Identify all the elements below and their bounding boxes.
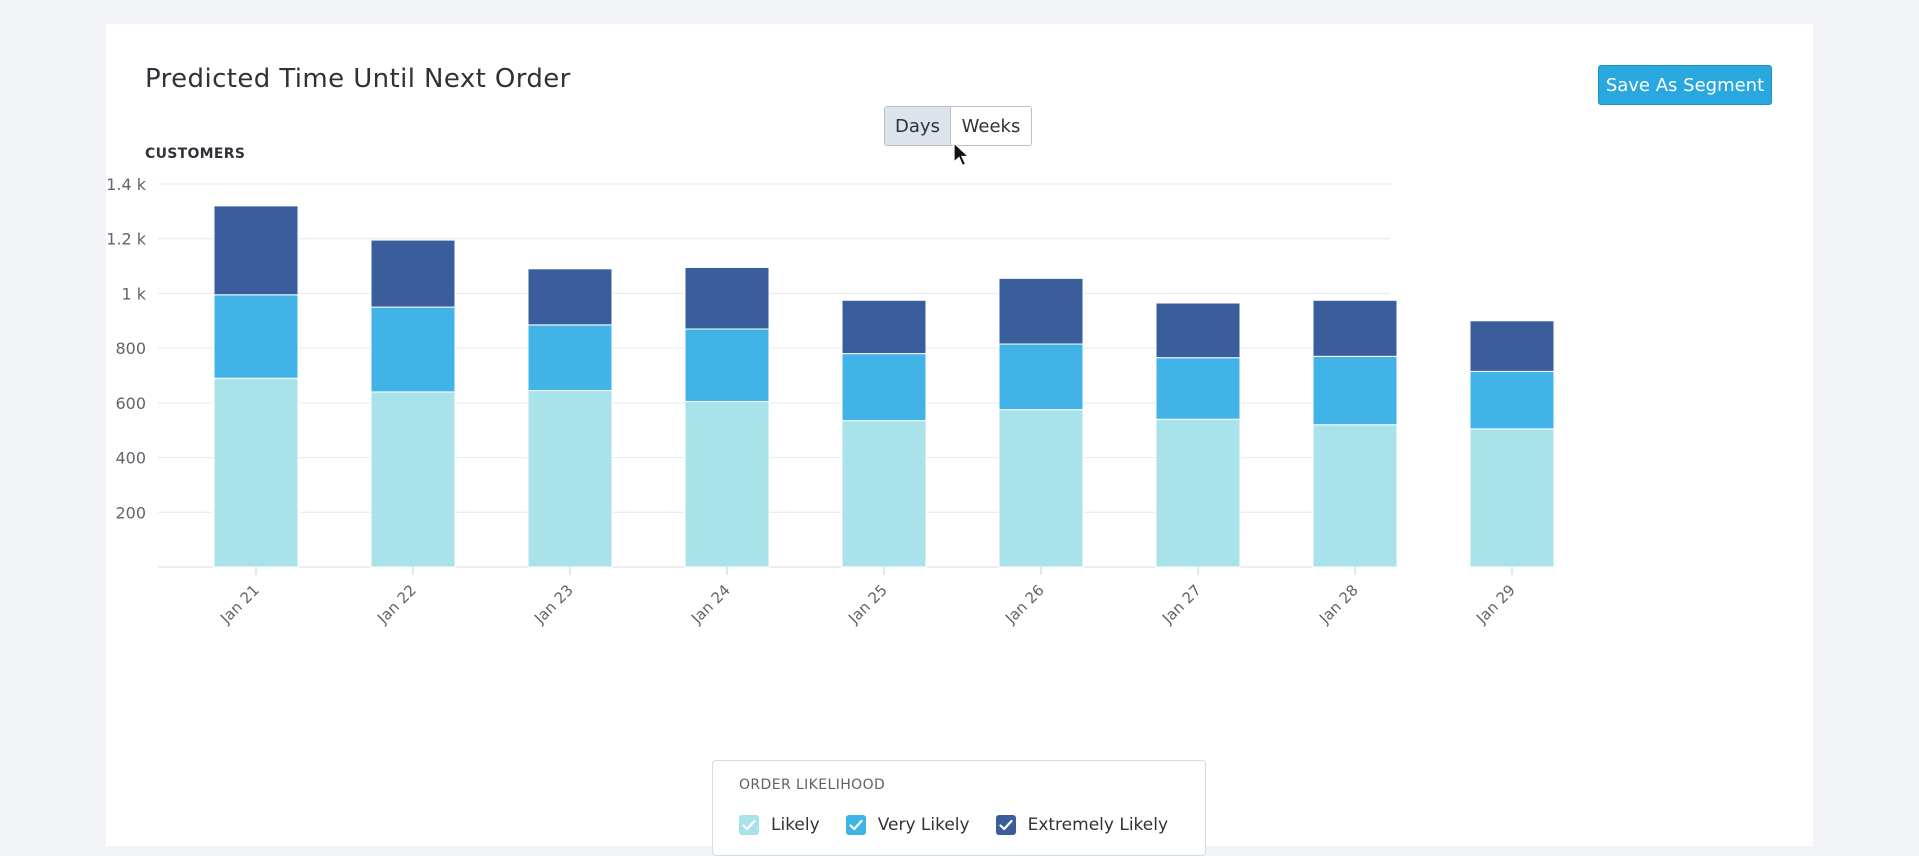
bar-segment bbox=[1312, 299, 1398, 357]
checkbox-checked-icon[interactable] bbox=[739, 815, 759, 835]
x-tick-label: Jan 27 bbox=[1158, 581, 1205, 628]
y-tick-label: 1.4 k bbox=[106, 175, 147, 194]
x-tick-label: Jan 28 bbox=[1315, 581, 1362, 628]
y-axis-label: CUSTOMERS bbox=[145, 146, 246, 162]
legend-label-extremely-likely: Extremely Likely bbox=[1027, 815, 1169, 835]
mouse-cursor-icon bbox=[953, 142, 971, 167]
days-toggle-button[interactable]: Days bbox=[885, 107, 951, 145]
bar-segment bbox=[213, 294, 299, 379]
bar-segment bbox=[1469, 370, 1555, 430]
y-tick-label: 200 bbox=[115, 503, 146, 522]
y-tick-label: 800 bbox=[115, 339, 146, 358]
legend-label-very-likely: Very Likely bbox=[877, 815, 970, 835]
legend-items: Likely Very Likely Extremely Likely bbox=[739, 815, 1168, 835]
x-tick-label: Jan 25 bbox=[844, 581, 891, 628]
bar-segment bbox=[684, 266, 770, 330]
bar-segment bbox=[213, 205, 299, 296]
legend-item-extremely-likely[interactable]: Extremely Likely bbox=[995, 815, 1169, 835]
bar-segment bbox=[370, 391, 456, 568]
checkbox-checked-icon[interactable] bbox=[995, 815, 1016, 835]
x-tick-label: Jan 26 bbox=[1001, 581, 1048, 628]
checkbox-checked-icon[interactable] bbox=[845, 815, 866, 835]
bar-segment bbox=[684, 400, 770, 568]
legend: ORDER LIKELIHOOD Likely Very Likely Extr… bbox=[712, 760, 1206, 856]
bar-segment bbox=[213, 377, 299, 568]
bar-segment bbox=[1155, 418, 1241, 568]
bar-segment bbox=[1155, 302, 1241, 359]
bar-segment bbox=[998, 343, 1084, 411]
weeks-toggle-button[interactable]: Weeks bbox=[951, 107, 1031, 145]
y-tick-label: 1 k bbox=[121, 284, 146, 303]
save-as-segment-button[interactable]: Save As Segment bbox=[1598, 65, 1772, 105]
bar-segment bbox=[527, 268, 613, 326]
x-tick-label: Jan 24 bbox=[687, 581, 734, 628]
bar-segment bbox=[1155, 357, 1241, 420]
y-tick-label: 1.2 k bbox=[106, 230, 147, 249]
bar-segment bbox=[370, 306, 456, 393]
chart-card: Predicted Time Until Next Order Days Wee… bbox=[106, 24, 1813, 856]
bar-segment bbox=[684, 328, 770, 402]
time-unit-toggle: Days Weeks bbox=[884, 106, 1032, 146]
legend-item-likely[interactable]: Likely bbox=[739, 815, 820, 835]
x-tick-label: Jan 29 bbox=[1472, 581, 1519, 628]
bar-segment bbox=[1312, 355, 1398, 426]
stacked-bar-chart: 200 400 600 800 1 k 1.2 k 1.4 k Jan 21 Jan 22 Jan… bbox=[106, 175, 1555, 628]
bar-segment bbox=[527, 390, 613, 568]
y-tick-label: 400 bbox=[115, 449, 146, 468]
bar-segment bbox=[841, 420, 927, 568]
bar-segment bbox=[1312, 424, 1398, 568]
bar-segment bbox=[1469, 428, 1555, 568]
page-title: Predicted Time Until Next Order bbox=[145, 64, 571, 94]
legend-title: ORDER LIKELIHOOD bbox=[739, 777, 886, 793]
legend-label-likely: Likely bbox=[771, 815, 820, 835]
bar-segment bbox=[841, 353, 927, 422]
bar-segment bbox=[527, 324, 613, 392]
legend-item-very-likely[interactable]: Very Likely bbox=[845, 815, 970, 835]
bar-segment bbox=[370, 239, 456, 308]
bar-segment bbox=[998, 409, 1084, 568]
x-tick-label: Jan 22 bbox=[373, 581, 420, 628]
bar-segment bbox=[998, 277, 1084, 345]
bar-segment bbox=[841, 299, 927, 355]
bar-segment bbox=[1469, 320, 1555, 372]
x-tick-label: Jan 23 bbox=[530, 581, 577, 628]
y-tick-label: 600 bbox=[115, 394, 146, 413]
x-tick-label: Jan 21 bbox=[216, 581, 263, 628]
